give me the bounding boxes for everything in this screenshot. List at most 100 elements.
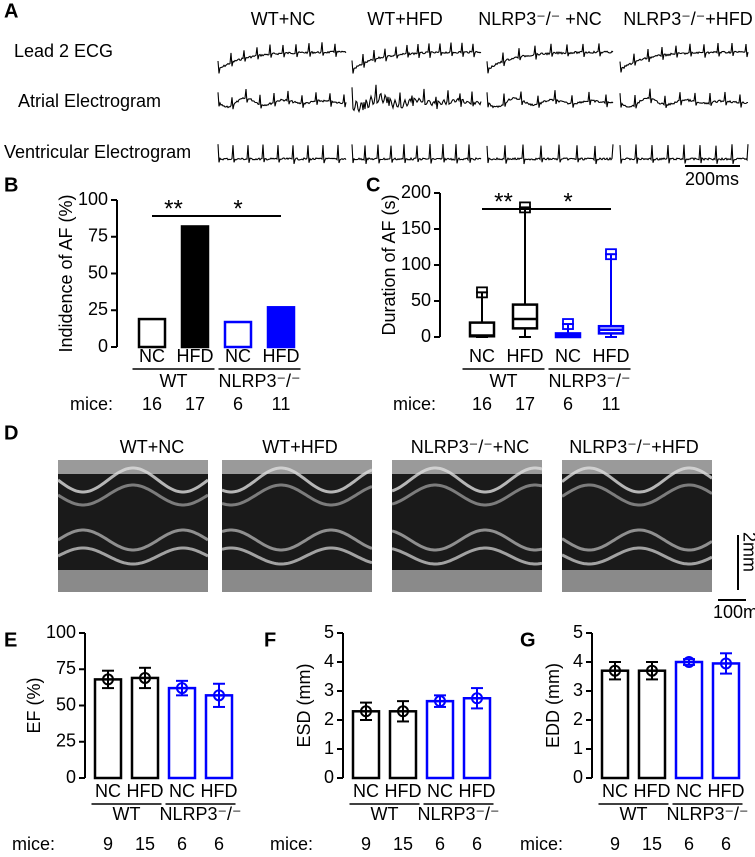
bar	[180, 225, 210, 349]
x-tick-label: NC	[139, 346, 165, 366]
mice-count: 6	[177, 834, 187, 854]
bar	[462, 697, 492, 780]
group-label: NLRP3⁻/⁻	[159, 804, 241, 824]
group-label: WT	[620, 804, 648, 824]
x-tick-label: HFD	[708, 781, 745, 801]
y-tick-label: 25	[88, 299, 108, 319]
x-tick-label: HFD	[127, 781, 164, 801]
max-marker	[476, 286, 488, 299]
box	[511, 303, 539, 330]
y-tick-label: 0	[324, 767, 334, 787]
bar	[266, 306, 296, 349]
echo-band	[562, 570, 712, 592]
ecg-group-label: NLRP3⁻/⁻ +NC	[478, 9, 602, 29]
echo-wall	[57, 528, 209, 552]
ecg-group-label: WT+NC	[251, 9, 316, 29]
x-tick-label: NC	[225, 346, 251, 366]
echo-band	[222, 460, 372, 474]
panel-letter: A	[4, 0, 18, 22]
mean-marker	[139, 671, 151, 684]
mean-marker	[102, 673, 114, 686]
x-tick-label: HFD	[263, 346, 300, 366]
y-tick-label: 0	[98, 336, 108, 356]
panel-letter: G	[520, 629, 536, 651]
x-tick-label: HFD	[634, 781, 671, 801]
echo-wall	[561, 528, 713, 552]
y-tick-label: 100	[78, 189, 108, 209]
mice-label: mice:	[70, 394, 113, 414]
mice-label: mice:	[12, 834, 55, 854]
y-tick-label: 3	[324, 680, 334, 700]
group-label: NLRP3⁻/⁻	[417, 804, 499, 824]
ecg-trace	[351, 42, 482, 74]
mean-marker	[397, 705, 409, 718]
mean-marker	[471, 692, 483, 705]
y-tick-label: 25	[56, 731, 76, 751]
mice-count: 9	[103, 834, 113, 854]
ecg-trace	[217, 88, 347, 110]
scale-label: 200ms	[685, 169, 739, 189]
group-label: NLRP3⁻/⁻	[218, 371, 300, 391]
ecg-trace	[619, 43, 749, 73]
x-tick-label: HFD	[507, 346, 544, 366]
mean-marker	[176, 682, 188, 695]
mice-count: 6	[233, 394, 243, 414]
y-axis-label: Indidence of AF (%)	[56, 194, 76, 352]
mice-count: 11	[602, 394, 621, 414]
y-tick-label: 75	[56, 658, 76, 678]
bar	[223, 320, 253, 349]
ecg-trace	[217, 144, 347, 165]
mice-count: 16	[142, 394, 162, 414]
mice-count: 15	[135, 834, 155, 854]
ecg-trace	[486, 43, 614, 74]
y-tick-label: 0	[573, 767, 583, 787]
x-tick-label: NC	[95, 781, 121, 801]
x-tick-label: NC	[169, 781, 195, 801]
ecg-row-label: Lead 2 ECG	[14, 41, 113, 61]
echo-group-label: WT+HFD	[262, 437, 338, 457]
mice-count: 6	[563, 394, 573, 414]
echo-wall	[391, 528, 543, 552]
mice-count: 9	[610, 834, 620, 854]
y-tick-label: 0	[421, 326, 431, 346]
group-label: WT	[490, 371, 518, 391]
mice-count: 17	[185, 394, 205, 414]
y-tick-label: 2	[573, 709, 583, 729]
mice-count: 15	[393, 834, 413, 854]
echo-wall	[221, 546, 373, 566]
echo-group-label: NLRP3⁻/⁻+HFD	[569, 437, 699, 457]
echo-band	[58, 570, 208, 592]
x-tick-label: HFD	[593, 346, 630, 366]
echo-band	[222, 570, 372, 592]
panel-letter: D	[4, 422, 18, 444]
ecg-trace	[351, 144, 482, 164]
y-tick-label: 4	[573, 651, 583, 671]
max-marker	[562, 318, 574, 330]
ecg-trace	[619, 88, 749, 109]
y-axis-label: ESD (mm)	[294, 664, 314, 748]
bar	[93, 678, 123, 780]
y-tick-label: 2	[324, 709, 334, 729]
ecg-trace	[486, 144, 614, 165]
mice-label: mice:	[270, 834, 313, 854]
echo-band	[392, 460, 542, 474]
echo-band	[392, 570, 542, 592]
mean-marker	[683, 656, 695, 668]
x-tick-label: NC	[676, 781, 702, 801]
y-tick-label: 100	[401, 254, 431, 274]
bar	[351, 710, 381, 780]
echo-wall	[561, 466, 713, 494]
mice-count: 9	[361, 834, 371, 854]
echo-wall	[391, 546, 543, 566]
mean-marker	[434, 695, 446, 708]
mice-count: 6	[721, 834, 731, 854]
y-axis-label: Duration of AF (s)	[379, 194, 399, 335]
x-tick-label: HFD	[385, 781, 422, 801]
y-tick-label: 0	[66, 767, 76, 787]
x-tick-label: HFD	[177, 346, 214, 366]
mean-marker	[720, 657, 732, 670]
mice-count: 17	[515, 394, 535, 414]
y-tick-label: 3	[573, 680, 583, 700]
